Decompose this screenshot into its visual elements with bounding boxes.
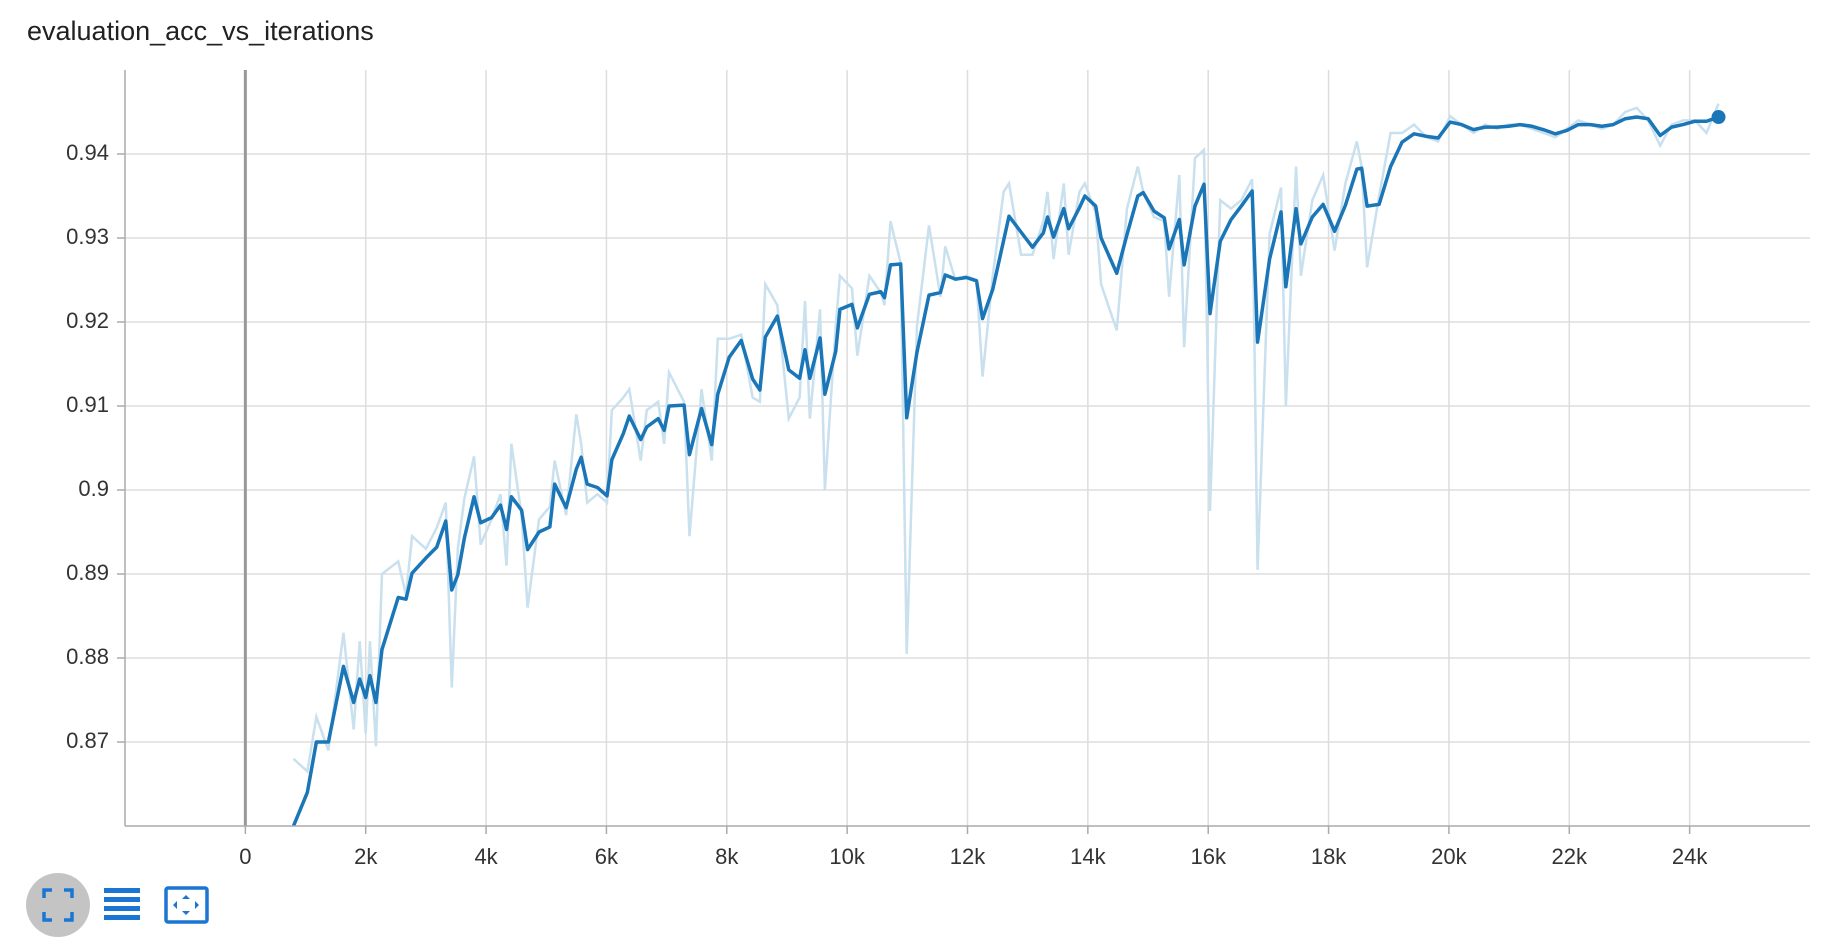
x-tick-label: 20k [1431, 844, 1467, 869]
x-tick-label: 4k [474, 844, 498, 869]
y-tick-label: 0.91 [66, 392, 109, 417]
x-tick-label: 10k [829, 844, 865, 869]
y-tick-label: 0.89 [66, 560, 109, 585]
x-tick-label: 12k [950, 844, 986, 869]
plot [291, 103, 1720, 826]
toolbar [26, 873, 209, 937]
x-tick-label: 0 [239, 844, 251, 869]
y-tick-label: 0.93 [66, 224, 109, 249]
chart-title: evaluation_acc_vs_iterations [27, 16, 374, 46]
fullscreen-button[interactable] [26, 873, 90, 937]
raw-line [292, 103, 1720, 774]
x-tick-label: 2k [354, 844, 378, 869]
smoothed-line [291, 115, 1720, 826]
toggle-log-button[interactable] [104, 888, 140, 920]
grid [125, 70, 1810, 826]
x-tick-label: 18k [1311, 844, 1347, 869]
x-tick-label: 6k [595, 844, 619, 869]
y-tick-label: 0.92 [66, 308, 109, 333]
y-tick-label: 0.9 [78, 476, 109, 501]
y-tick-label: 0.88 [66, 644, 109, 669]
x-tick-label: 22k [1552, 844, 1588, 869]
y-tick-label: 0.94 [66, 140, 109, 165]
fit-domain-button[interactable] [164, 886, 209, 924]
x-tick-label: 14k [1070, 844, 1106, 869]
axes: 0.87 0.88 0.89 0.9 0.91 0.92 0.93 0.94 0 2k 4k 6k 8k… [66, 70, 1810, 869]
last-point [1711, 110, 1726, 125]
x-tick-label: 8k [715, 844, 739, 869]
x-tick-label: 24k [1672, 844, 1708, 869]
x-tick-label: 16k [1190, 844, 1226, 869]
y-tick-label: 0.87 [66, 728, 109, 753]
